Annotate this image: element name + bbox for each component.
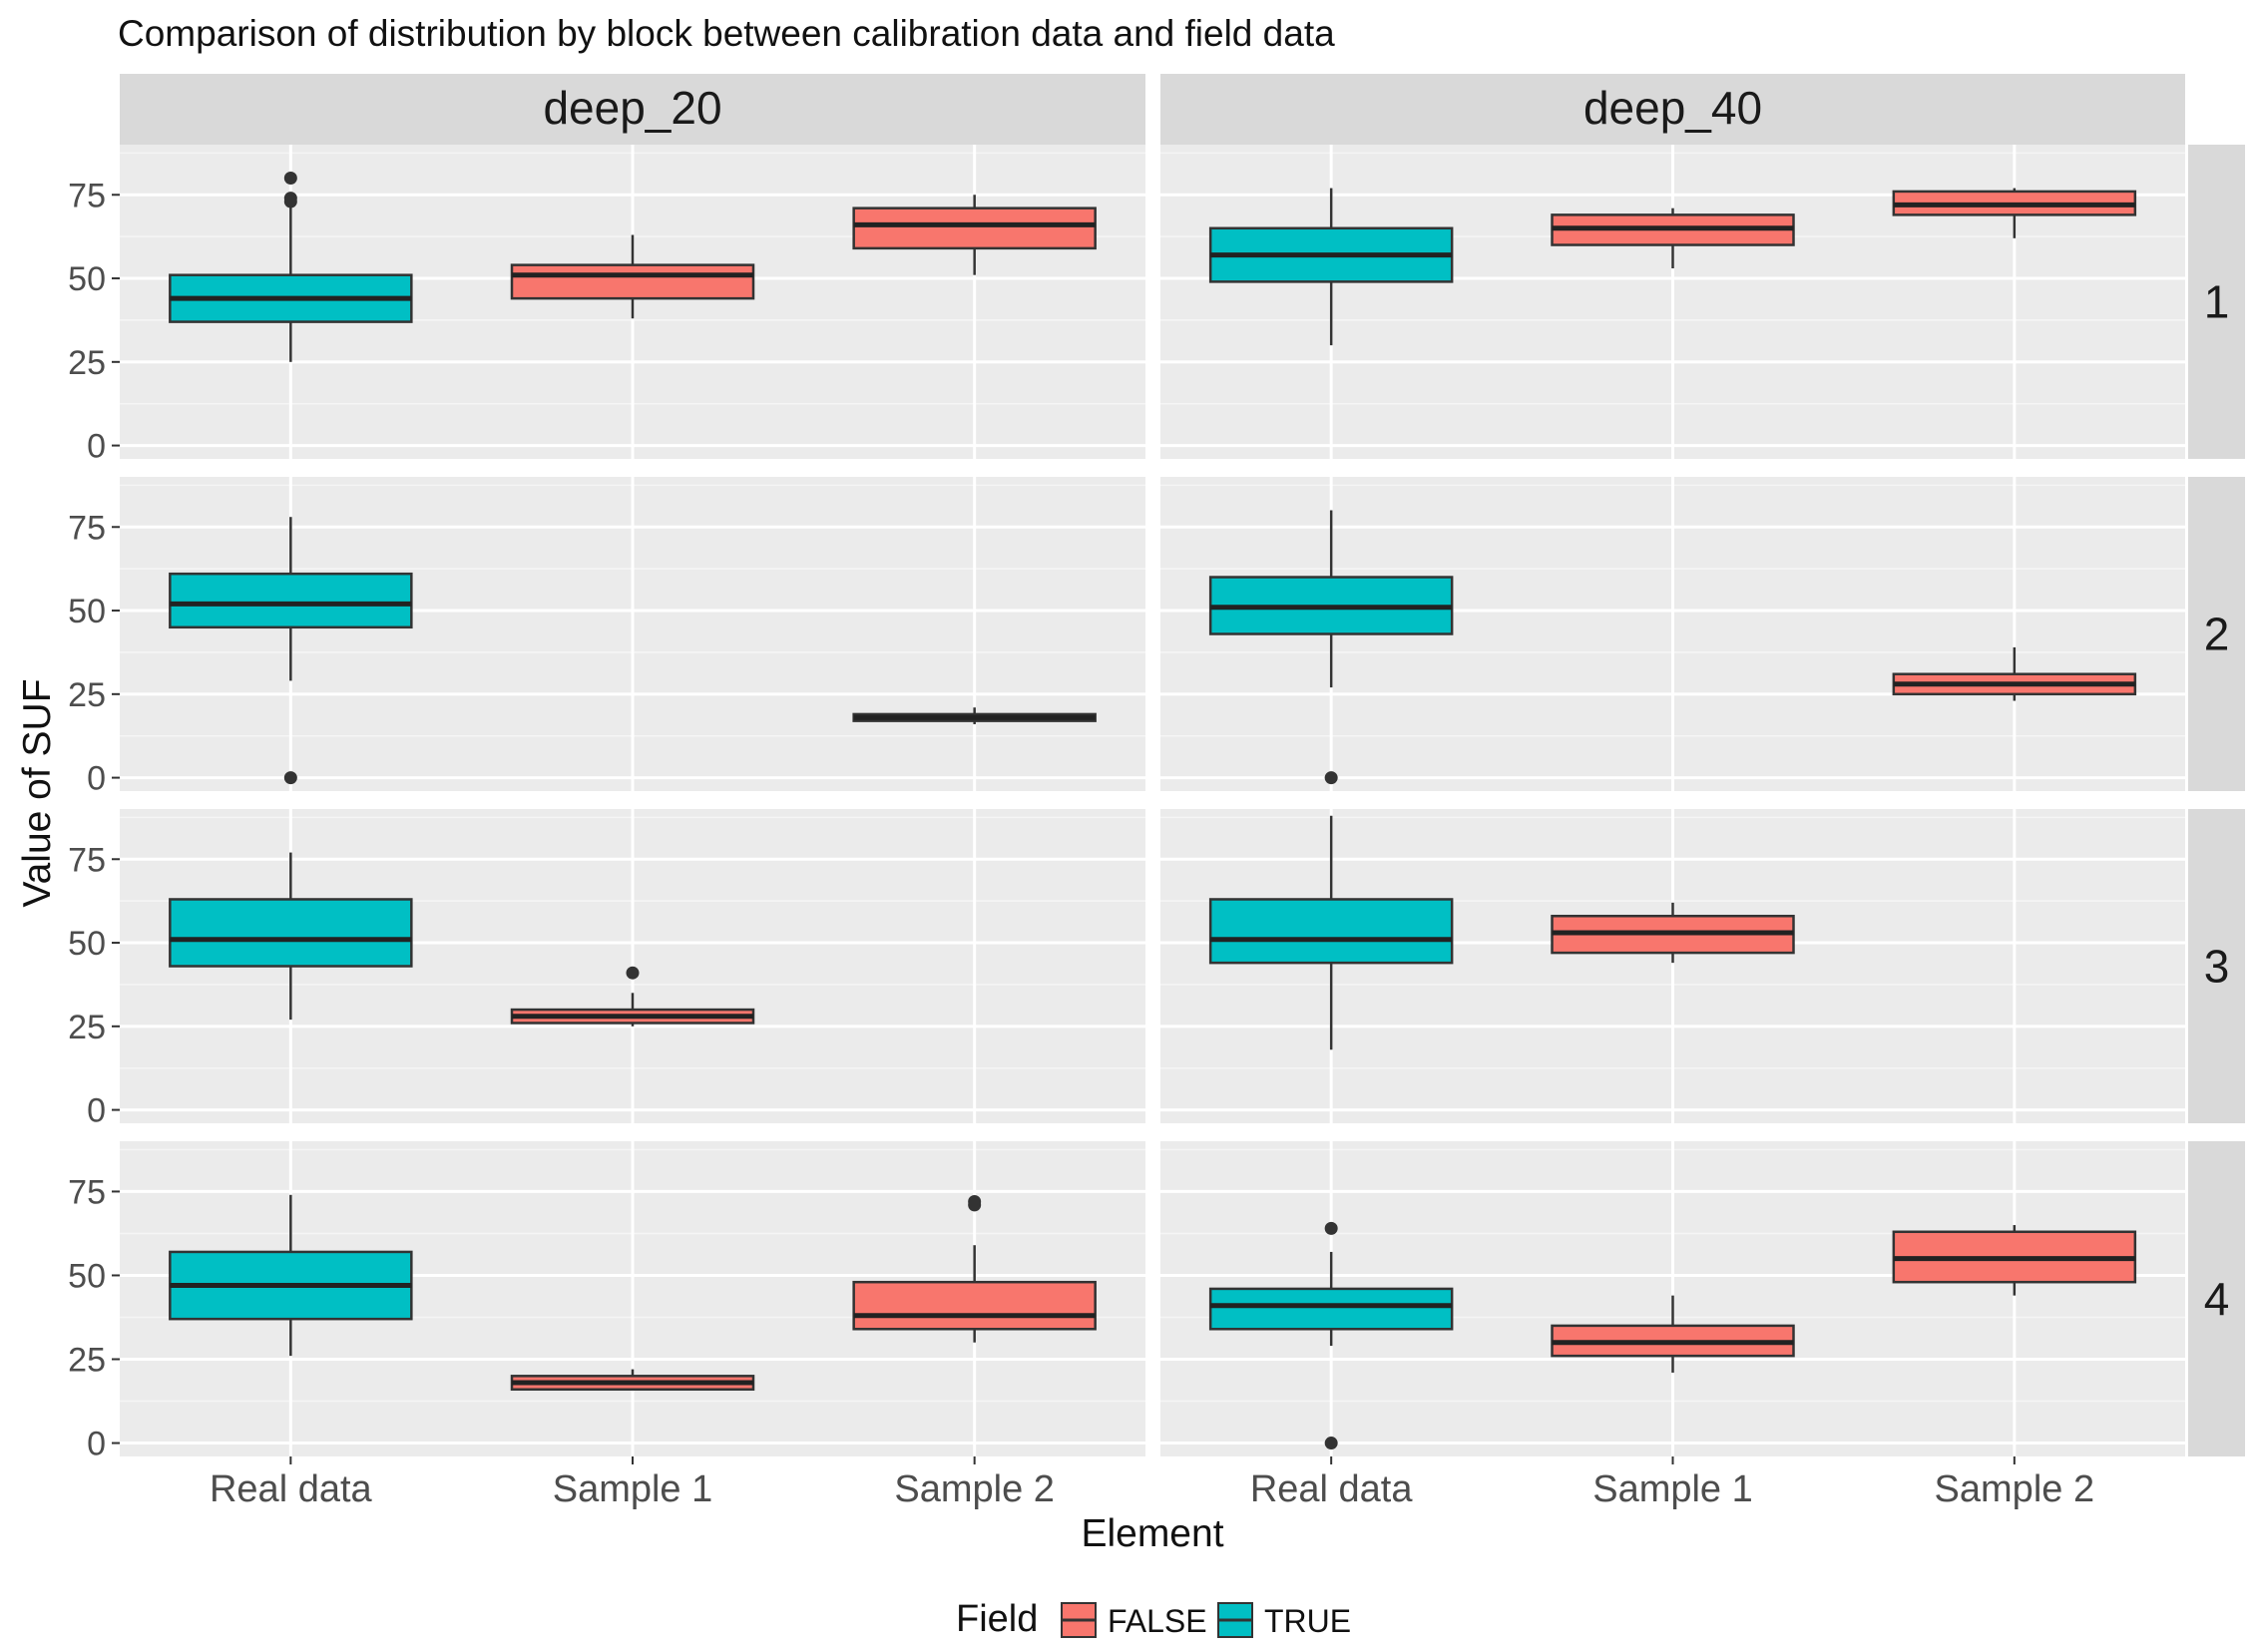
row-strip-label: 4	[2204, 1273, 2230, 1325]
boxplot-real-data	[1208, 815, 1454, 1050]
panel-deep_20-2	[120, 477, 1145, 791]
outlier-point	[1324, 1437, 1338, 1450]
box-iqr	[1208, 1287, 1454, 1331]
row-strip-3	[2188, 809, 2245, 1123]
outlier-point	[968, 1198, 982, 1212]
boxplot-sample-1	[1551, 902, 1795, 964]
legend-entry-false: FALSE	[1061, 1602, 1207, 1639]
outlier-point	[1324, 771, 1338, 785]
x-tick-label: Real data	[210, 1468, 373, 1510]
legend-entry-true: TRUE	[1217, 1602, 1351, 1639]
boxplot-real-data	[169, 1194, 413, 1357]
outlier-point	[283, 172, 297, 186]
column-strip-label: deep_40	[1583, 82, 1762, 134]
y-tick-label: 75	[68, 841, 106, 879]
panel-deep_20-4	[120, 1141, 1145, 1456]
boxplot-real-data	[169, 852, 413, 1021]
box-iqr	[1208, 898, 1454, 965]
panel-deep_40-3	[1160, 809, 2185, 1123]
chart-title: Comparison of distribution by block betw…	[118, 13, 1335, 54]
y-tick-label: 75	[68, 509, 106, 547]
boxplot-real-data	[169, 517, 413, 785]
plot-panels	[120, 145, 2185, 1456]
box-iqr	[852, 206, 1097, 250]
y-tick-label: 0	[87, 1426, 106, 1463]
legend: Field FALSE TRUE	[956, 1598, 1351, 1640]
panel-deep_40-1	[1160, 145, 2185, 459]
row-strip-label: 2	[2204, 609, 2230, 660]
column-strip-label: deep_20	[543, 82, 721, 134]
boxplot-sample-1	[510, 1369, 755, 1392]
boxplot-sample-2	[1892, 646, 2137, 701]
boxplot-real-data	[169, 172, 413, 362]
legend-label: FALSE	[1108, 1603, 1207, 1639]
y-axis: 0 25 50 75 0 25 50 75 0 25 50 75 0 25 50 75	[68, 177, 120, 1463]
box-iqr	[169, 898, 413, 968]
boxplot-sample-2	[1892, 188, 2137, 238]
boxplot-sample-2	[852, 195, 1097, 275]
y-tick-label: 25	[68, 1009, 106, 1046]
row-strip-4	[2188, 1141, 2245, 1456]
boxplot-real-data	[1208, 188, 1454, 346]
boxplot-sample-1	[510, 234, 755, 319]
y-tick-label: 25	[68, 1342, 106, 1380]
x-tick-label: Sample 1	[553, 1468, 713, 1510]
x-tick-label: Real data	[1250, 1468, 1414, 1510]
outlier-point	[626, 966, 640, 980]
x-tick-label: Sample 2	[1935, 1468, 2095, 1510]
row-strip-label: 1	[2204, 276, 2230, 328]
boxplot-sample-1	[1551, 1295, 1795, 1373]
y-tick-label: 50	[68, 925, 106, 963]
facet-strips: deep_20 deep_40 1 2 3 4	[120, 74, 2245, 1456]
x-tick-label: Sample 2	[894, 1468, 1055, 1510]
x-axis: Real data Sample 1 Sample 2 Real data Sample…	[210, 1456, 2094, 1510]
box-iqr	[169, 572, 413, 629]
boxplot-sample-2	[1892, 1225, 2137, 1296]
y-tick-label: 0	[87, 1092, 106, 1130]
outlier-point	[1324, 1221, 1338, 1235]
row-strip-label: 3	[2204, 941, 2230, 993]
outlier-point	[283, 195, 297, 208]
x-tick-label: Sample 1	[1592, 1468, 1753, 1510]
y-tick-label: 75	[68, 1173, 106, 1211]
panel-deep_40-2	[1160, 477, 2185, 791]
boxplot-real-data	[1208, 1221, 1454, 1450]
y-tick-label: 50	[68, 593, 106, 630]
row-strip-1	[2188, 145, 2245, 459]
y-axis-title: Value of SUF	[16, 678, 59, 907]
legend-title: Field	[956, 1598, 1038, 1640]
panel-deep_20-1	[120, 145, 1145, 459]
column-strip-deep_20	[120, 74, 1145, 145]
boxplot-sample-2	[852, 1195, 1097, 1343]
y-tick-label: 25	[68, 344, 106, 382]
boxplot-real-data	[1208, 510, 1454, 785]
panel-deep_40-4	[1160, 1141, 2185, 1456]
row-strip-2	[2188, 477, 2245, 791]
y-tick-label: 25	[68, 676, 106, 714]
x-axis-title: Element	[1081, 1512, 1223, 1555]
boxplot-sample-1	[1551, 207, 1795, 268]
boxplot-sample-1	[510, 966, 755, 1027]
box-iqr	[852, 1280, 1097, 1331]
outlier-point	[283, 771, 297, 785]
legend-label: TRUE	[1264, 1603, 1351, 1639]
column-strip-deep_40	[1160, 74, 2185, 145]
y-tick-label: 0	[87, 760, 106, 798]
y-tick-label: 50	[68, 260, 106, 298]
panel-deep_20-3	[120, 809, 1145, 1123]
y-tick-label: 50	[68, 1257, 106, 1295]
box-iqr	[510, 263, 755, 300]
y-tick-label: 75	[68, 177, 106, 214]
y-tick-label: 0	[87, 428, 106, 466]
boxplot-sample-2	[852, 707, 1097, 724]
